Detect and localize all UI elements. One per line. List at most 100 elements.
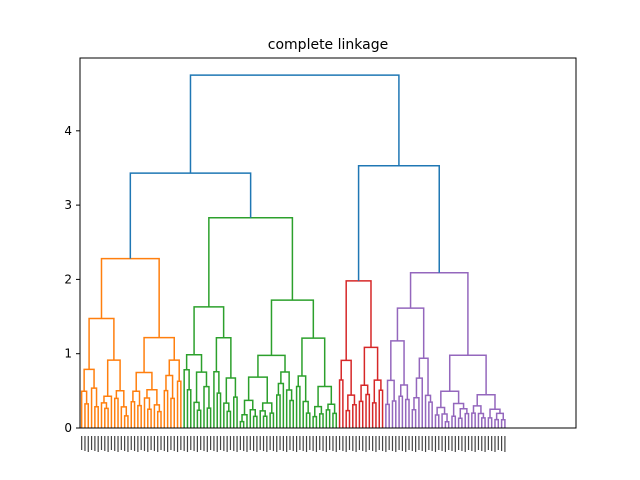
leaf-label-mark <box>338 436 341 450</box>
leaf-label-mark <box>193 436 195 451</box>
leaf-label-mark <box>97 436 99 452</box>
dendrogram-link <box>428 401 433 428</box>
leaf-label-mark <box>295 436 298 452</box>
leaf-label-mark <box>405 436 407 452</box>
leaf-label-mark <box>256 436 258 452</box>
leaf-label-mark <box>266 436 268 452</box>
leaf-labels <box>81 436 506 452</box>
leaf-label-mark <box>210 436 212 450</box>
leaf-label-mark <box>200 436 202 450</box>
leaf-label-mark <box>381 436 384 451</box>
leaf-label-mark <box>94 436 96 451</box>
leaf-label-mark <box>226 436 228 452</box>
dendrogram-link <box>226 410 232 428</box>
leaf-label-mark <box>160 436 162 450</box>
dendrogram-link <box>193 401 200 428</box>
dendrogram-link <box>247 376 268 403</box>
dendrogram-link <box>297 375 307 402</box>
leaf-label-mark <box>461 436 463 451</box>
leaf-label-mark <box>448 436 450 450</box>
leaf-label-mark <box>143 436 146 451</box>
leaf-label-mark <box>196 436 198 452</box>
leaf-label-mark <box>332 436 334 451</box>
leaf-label-mark <box>378 436 380 450</box>
leaf-label-mark <box>444 436 446 452</box>
dendrogram-link <box>481 417 486 428</box>
dendrogram-link <box>345 280 372 361</box>
dendrogram-link <box>448 354 487 395</box>
dendrogram-link <box>129 172 252 259</box>
dendrogram-link <box>477 412 485 428</box>
dendrogram-link <box>285 389 293 428</box>
dendrogram-link <box>357 164 440 281</box>
dendrogram-link <box>223 402 230 428</box>
leaf-label-mark <box>229 436 232 450</box>
leaf-label-mark <box>150 436 152 450</box>
dendrogram-link <box>239 420 245 428</box>
leaf-label-mark <box>348 436 351 450</box>
dendrogram-link <box>183 368 190 428</box>
dendrogram-link <box>84 403 90 428</box>
leaf-label-mark <box>368 436 370 450</box>
dendrogram-link <box>132 390 141 406</box>
dendrogram-link <box>340 359 352 396</box>
leaf-label-mark <box>276 436 278 452</box>
dendrogram-link <box>115 390 125 407</box>
leaf-label-mark <box>282 436 284 451</box>
leaf-label-mark <box>157 436 159 452</box>
leaf-label-mark <box>186 436 189 452</box>
dendrogram-links <box>80 74 506 428</box>
leaf-label-mark <box>233 436 235 451</box>
leaf-label-mark <box>504 436 506 452</box>
dendrogram-link <box>471 412 476 428</box>
leaf-label-mark <box>415 436 417 452</box>
dendrogram-link <box>94 406 99 428</box>
dendrogram-link <box>208 216 294 307</box>
leaf-label-mark <box>262 436 265 451</box>
leaf-label-mark <box>451 436 453 451</box>
leaf-label-mark <box>153 436 155 451</box>
dendrogram-link <box>280 371 290 391</box>
dendrogram-link <box>206 407 212 428</box>
leaf-label-mark <box>246 436 248 452</box>
leaf-label-mark <box>305 436 308 452</box>
leaf-label-mark <box>464 436 466 452</box>
leaf-label-mark <box>487 436 489 450</box>
leaf-label-mark <box>471 436 473 451</box>
dendrogram-link <box>424 394 432 428</box>
leaf-label-mark <box>335 436 337 452</box>
y-tick-label: 0 <box>64 421 72 435</box>
y-tick-label: 3 <box>64 198 72 212</box>
leaf-label-mark <box>309 436 311 450</box>
leaf-label-mark <box>289 436 291 450</box>
leaf-label-mark <box>249 436 251 450</box>
leaf-label-mark <box>395 436 397 452</box>
dendrogram-link <box>143 336 175 373</box>
leaf-label-mark <box>365 436 367 452</box>
dendrogram-link <box>270 299 315 356</box>
leaf-label-mark <box>322 436 324 451</box>
leaf-label-mark <box>342 436 344 451</box>
leaf-label-mark <box>408 436 410 450</box>
dendrogram-link <box>415 377 423 428</box>
leaf-label-mark <box>140 436 142 450</box>
dendrogram-link <box>327 403 336 414</box>
leaf-label-mark <box>236 436 238 452</box>
leaf-label-mark <box>259 436 261 450</box>
leaf-label-mark <box>147 436 149 452</box>
dendrogram-link <box>100 402 108 428</box>
leaf-label-mark <box>352 436 354 451</box>
dendrogram-link <box>156 410 162 428</box>
dendrogram-link <box>302 400 309 428</box>
leaf-label-mark <box>418 436 420 450</box>
leaf-label-mark <box>441 436 443 451</box>
dendrogram-link <box>277 382 285 428</box>
dendrogram-link <box>130 400 136 428</box>
leaf-label-mark <box>104 436 106 451</box>
leaf-label-mark <box>170 436 172 450</box>
leaf-label-mark <box>124 436 126 451</box>
leaf-label-mark <box>428 436 430 450</box>
dendrogram-link <box>83 368 95 392</box>
dendrogram-link <box>233 396 238 428</box>
